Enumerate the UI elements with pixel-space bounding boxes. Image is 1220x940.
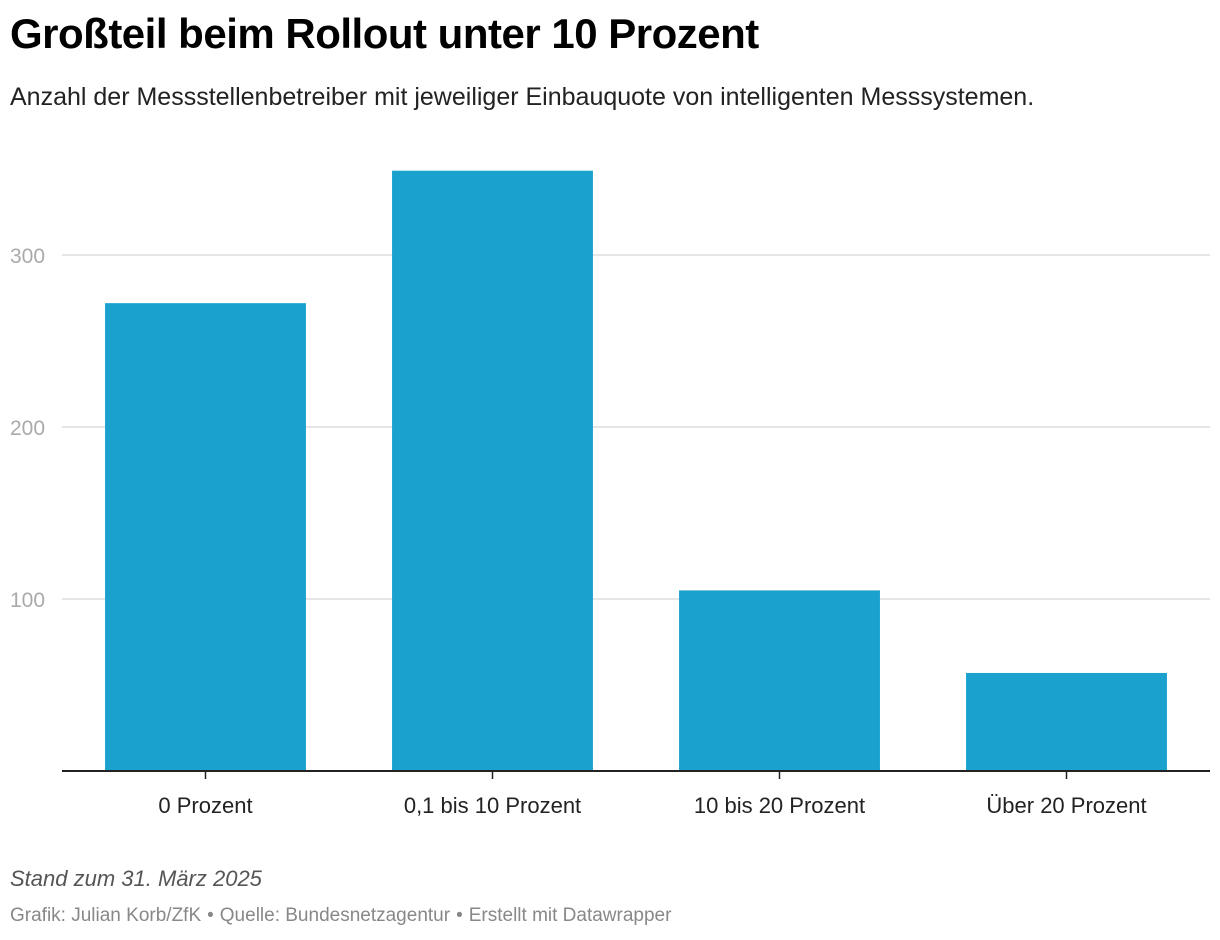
separator: • — [456, 905, 463, 926]
bar — [679, 590, 880, 771]
credit-text: Grafik: Julian Korb/ZfK — [10, 905, 202, 926]
source-text: Quelle: Bundesnetzagentur — [219, 905, 451, 926]
chart-title: Großteil beim Rollout unter 10 Prozent — [10, 10, 759, 57]
chart-subtitle: Anzahl der Messstellenbetreiber mit jewe… — [10, 83, 1035, 111]
x-category-label: Über 20 Prozent — [986, 793, 1146, 818]
x-category-label: 10 bis 20 Prozent — [694, 793, 865, 818]
tool-text: Erstellt mit Datawrapper — [468, 905, 672, 926]
y-tick-label: 200 — [10, 417, 45, 440]
bar — [105, 303, 306, 771]
footer-credits: Grafik: Julian Korb/ZfK • Quelle: Bundesne… — [10, 905, 671, 927]
bar — [392, 170, 593, 772]
y-tick-label: 300 — [10, 245, 45, 268]
y-tick-label: 100 — [10, 589, 45, 612]
separator: • — [207, 905, 214, 926]
date-note: Stand zum 31. März 2025 — [10, 866, 262, 891]
bar — [966, 672, 1167, 771]
x-category-label: 0 Prozent — [158, 793, 252, 818]
x-category-label: 0,1 bis 10 Prozent — [404, 793, 581, 818]
